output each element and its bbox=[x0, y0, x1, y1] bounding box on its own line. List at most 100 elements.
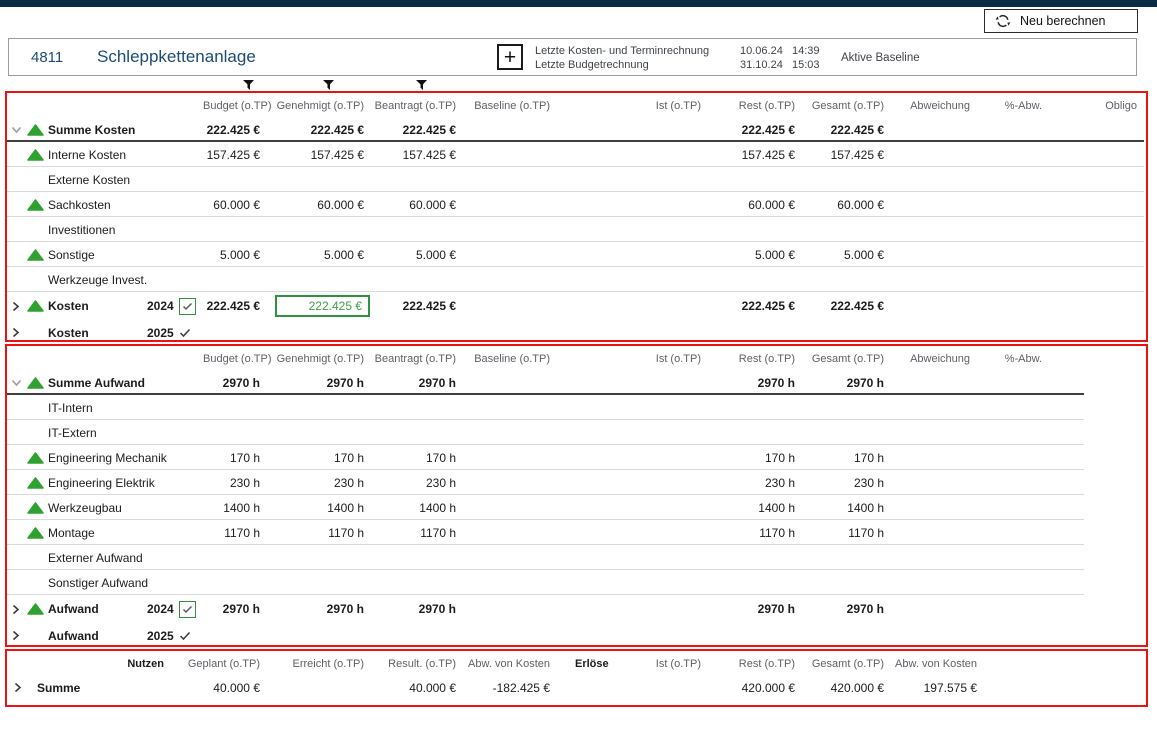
value-cell: 2970 h bbox=[222, 375, 260, 390]
table-row[interactable]: IT-Intern bbox=[7, 395, 1146, 420]
value-cell: 60.000 € bbox=[748, 197, 795, 212]
trend-up-icon bbox=[25, 376, 47, 389]
aufwand-header-row: Budget (o.TP) Genehmigt (o.TP) Beantragt… bbox=[7, 348, 1146, 370]
table-row[interactable]: Werkzeuge Invest. bbox=[7, 267, 1146, 292]
value-cell: 420.000 € bbox=[741, 680, 795, 695]
row-label: Engineering Elektrik bbox=[48, 475, 155, 490]
column-header: Abweichung bbox=[910, 100, 970, 112]
kosten-header-row: Budget (o.TP) Genehmigt (o.TP) Beantragt… bbox=[7, 95, 1146, 117]
value-cell: 60.000 € bbox=[317, 197, 364, 212]
table-row[interactable]: Engineering Elektrik 230 h 230 h 230 h 2… bbox=[7, 470, 1146, 495]
row-label: Summe bbox=[37, 680, 81, 695]
row-label: Investitionen bbox=[48, 222, 116, 237]
column-header: Budget (o.TP) bbox=[203, 100, 272, 112]
value-cell: 1170 h bbox=[328, 525, 364, 540]
row-label: Montage bbox=[48, 525, 95, 540]
chevron-right-icon[interactable] bbox=[7, 604, 25, 615]
chevron-right-icon[interactable] bbox=[7, 301, 25, 312]
row-label: Werkzeuge Invest. bbox=[48, 272, 148, 287]
value-cell: 222.425 € bbox=[741, 299, 795, 313]
trend-up-icon bbox=[25, 248, 47, 261]
table-row[interactable]: Aufwand 2024 2970 h 2970 h 2970 h 2970 h… bbox=[7, 595, 1146, 623]
table-row[interactable]: Werkzeugbau 1400 h 1400 h 1400 h 1400 h … bbox=[7, 495, 1146, 520]
trend-up-icon bbox=[25, 526, 47, 539]
last-cost-calculation-time: 14:39 bbox=[792, 45, 820, 57]
year-checkbox[interactable] bbox=[175, 600, 203, 618]
value-cell: 1170 h bbox=[848, 525, 884, 540]
value-cell: 1400 h bbox=[419, 500, 456, 515]
value-cell: 5.000 € bbox=[415, 247, 456, 262]
refresh-icon bbox=[995, 13, 1011, 29]
column-header: Rest (o.TP) bbox=[738, 353, 795, 365]
year-label: 2024 bbox=[147, 602, 174, 616]
value-cell: 5.000 € bbox=[754, 247, 795, 262]
value-cell: 222.425 € bbox=[310, 122, 364, 137]
table-row[interactable]: Kosten 2025 bbox=[7, 320, 1146, 345]
column-header: Result. (o.TP) bbox=[388, 658, 456, 670]
value-cell: 2970 h bbox=[846, 602, 884, 616]
genehmigt-input[interactable]: 222.425 € bbox=[275, 295, 370, 317]
row-label: Kosten bbox=[48, 299, 89, 313]
recalculate-label: Neu berechnen bbox=[1020, 14, 1106, 28]
column-header: Budget (o.TP) bbox=[203, 353, 272, 365]
value-cell: 222.425 € bbox=[206, 122, 260, 137]
row-label: Werkzeugbau bbox=[48, 500, 122, 515]
table-row[interactable]: Investitionen bbox=[7, 217, 1146, 242]
row-label: Sonstige bbox=[48, 247, 95, 262]
trend-up-icon bbox=[25, 198, 47, 211]
chevron-right-icon[interactable] bbox=[7, 682, 29, 693]
table-row[interactable]: Aufwand 2025 bbox=[7, 623, 1146, 648]
value-cell: 197.575 € bbox=[923, 680, 977, 695]
row-label: Kosten bbox=[48, 325, 89, 340]
value-cell: 5.000 € bbox=[219, 247, 260, 262]
table-row[interactable]: Sonstige 5.000 € 5.000 € 5.000 € 5.000 €… bbox=[7, 242, 1146, 267]
row-label: Summe Kosten bbox=[48, 122, 136, 137]
column-header: %-Abw. bbox=[1004, 353, 1042, 365]
table-row[interactable]: IT-Extern bbox=[7, 420, 1146, 445]
table-row[interactable]: Sonstiger Aufwand bbox=[7, 570, 1146, 595]
value-cell: 230 h bbox=[229, 475, 260, 490]
table-row[interactable]: Engineering Mechanik 170 h 170 h 170 h 1… bbox=[7, 445, 1146, 470]
table-row[interactable]: Montage 1170 h 1170 h 1170 h 1170 h 1170… bbox=[7, 520, 1146, 545]
filter-icon[interactable] bbox=[322, 78, 335, 90]
chevron-down-icon[interactable] bbox=[7, 379, 25, 387]
value-cell: 1400 h bbox=[847, 500, 884, 515]
column-header: Abweichung bbox=[910, 353, 970, 365]
column-header: Geplant (o.TP) bbox=[187, 658, 260, 670]
value-cell: 2970 h bbox=[326, 375, 364, 390]
table-row[interactable]: Interne Kosten 157.425 € 157.425 € 157.4… bbox=[7, 142, 1146, 167]
year-checkmark[interactable] bbox=[175, 631, 203, 641]
table-row[interactable]: Summe 40.000 € 40.000 € -182.425 € 420.0… bbox=[7, 675, 1146, 700]
table-row[interactable]: Summe Aufwand 2970 h 2970 h 2970 h 2970 … bbox=[7, 370, 1146, 395]
value-cell: 1400 h bbox=[223, 500, 260, 515]
value-cell: 1400 h bbox=[758, 500, 795, 515]
filter-icon[interactable] bbox=[415, 78, 428, 90]
table-row[interactable]: Externe Kosten bbox=[7, 167, 1146, 192]
table-row[interactable]: Sachkosten 60.000 € 60.000 € 60.000 € 60… bbox=[7, 192, 1146, 217]
recalculate-button[interactable]: Neu berechnen bbox=[984, 9, 1138, 33]
project-id: 4811 bbox=[31, 49, 64, 66]
expand-plus-button[interactable]: + bbox=[497, 44, 523, 70]
column-header: Erlöse bbox=[575, 658, 609, 670]
last-budget-calculation-date: 31.10.24 bbox=[740, 59, 783, 71]
last-cost-calculation-label: Letzte Kosten- und Terminrechnung bbox=[535, 45, 710, 57]
table-row[interactable]: Kosten 2024 222.425 € 222.425 € 222.425 … bbox=[7, 292, 1146, 320]
table-row[interactable]: Externer Aufwand bbox=[7, 545, 1146, 570]
value-cell: 40.000 € bbox=[409, 680, 456, 695]
value-cell: 5.000 € bbox=[843, 247, 884, 262]
filter-icon[interactable] bbox=[242, 78, 255, 90]
chevron-down-icon[interactable] bbox=[7, 126, 25, 134]
column-header: Erreicht (o.TP) bbox=[292, 658, 364, 670]
column-header: Gesamt (o.TP) bbox=[811, 353, 884, 365]
year-checkmark[interactable] bbox=[175, 328, 203, 338]
year-checkbox[interactable] bbox=[175, 297, 203, 315]
chevron-right-icon[interactable] bbox=[7, 630, 25, 641]
value-cell: 2970 h bbox=[418, 375, 456, 390]
value-cell: 222.425 € bbox=[830, 122, 884, 137]
value-cell: 222.425 € bbox=[830, 299, 884, 313]
chevron-right-icon[interactable] bbox=[7, 327, 25, 338]
column-header: Beantragt (o.TP) bbox=[374, 100, 456, 112]
value-cell: 230 h bbox=[333, 475, 364, 490]
value-cell: 230 h bbox=[425, 475, 456, 490]
table-row[interactable]: Summe Kosten 222.425 € 222.425 € 222.425… bbox=[7, 117, 1146, 142]
